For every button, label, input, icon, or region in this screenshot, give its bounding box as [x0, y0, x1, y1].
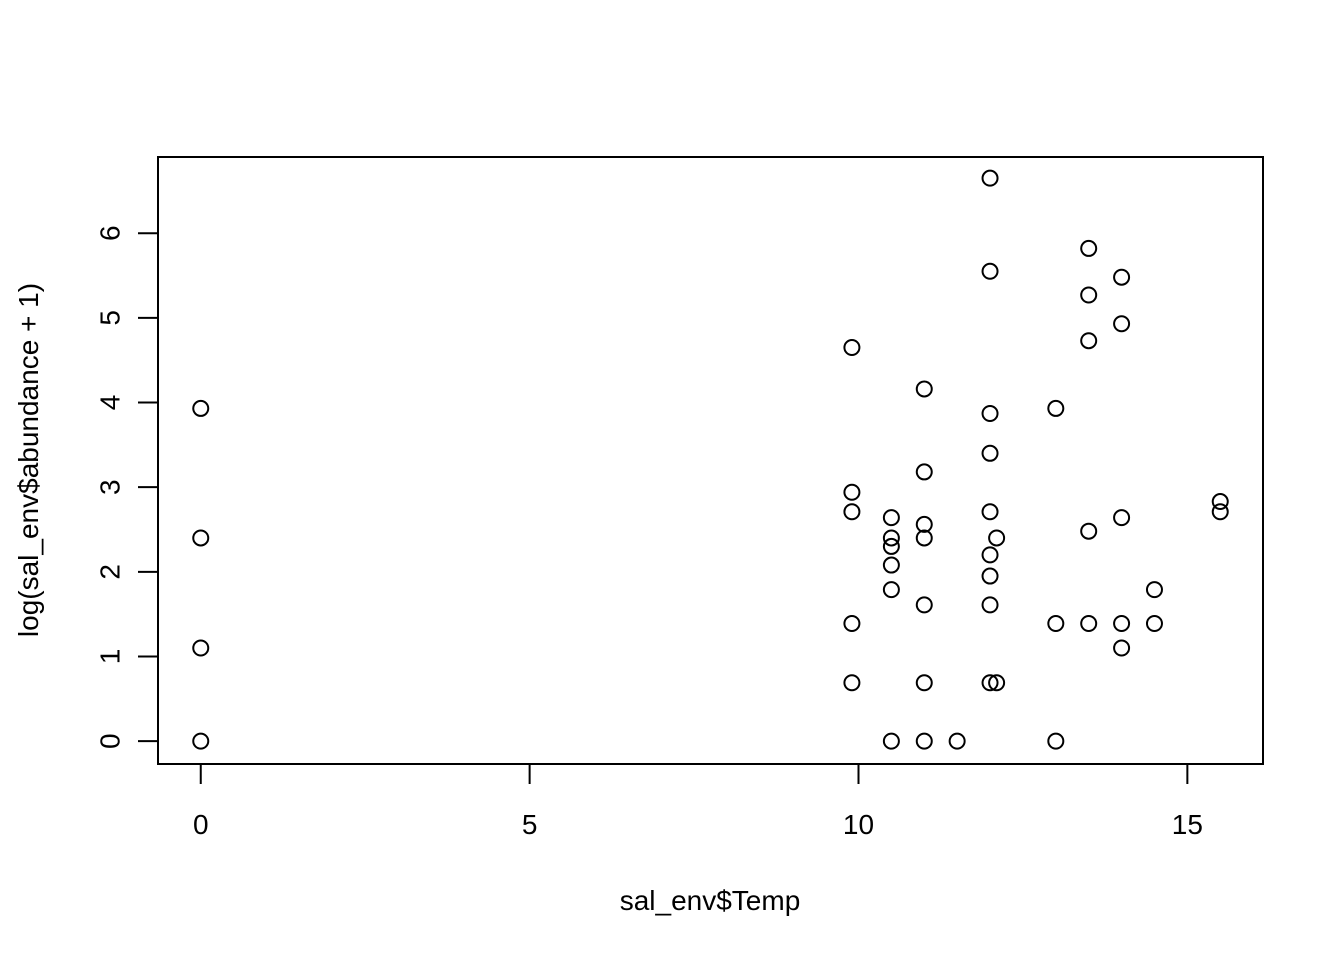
y-tick-label: 4 [95, 395, 126, 411]
data-point [915, 463, 933, 481]
data-point [1080, 522, 1098, 540]
data-point [915, 515, 933, 533]
data-point [882, 556, 900, 574]
data-point [1047, 614, 1065, 632]
data-point [1080, 286, 1098, 304]
y-tick-label: 5 [95, 310, 126, 326]
data-point [981, 567, 999, 585]
data-point [948, 732, 966, 750]
y-axis-label: log(sal_env$abundance + 1) [13, 283, 44, 637]
data-points [192, 169, 1229, 750]
y-axis: 0 1 2 3 4 5 6 [95, 225, 159, 749]
data-point [915, 380, 933, 398]
y-tick-label: 0 [95, 733, 126, 749]
data-point [981, 444, 999, 462]
x-tick-label: 5 [522, 809, 538, 840]
data-point [981, 546, 999, 564]
data-point [1080, 614, 1098, 632]
x-tick-label: 0 [193, 809, 209, 840]
data-point [981, 674, 999, 692]
data-point [1145, 614, 1163, 632]
data-point [1211, 493, 1229, 511]
data-point [915, 596, 933, 614]
data-point [843, 503, 861, 521]
data-point [843, 338, 861, 356]
y-tick-label: 6 [95, 225, 126, 241]
y-tick-label: 1 [95, 649, 126, 665]
data-point [882, 509, 900, 527]
data-point [843, 674, 861, 692]
data-point [1113, 639, 1131, 657]
data-point [1211, 503, 1229, 521]
data-point [1080, 239, 1098, 257]
plot-frame [157, 156, 1264, 765]
data-point [843, 483, 861, 501]
x-tick-label: 10 [843, 809, 874, 840]
data-point [192, 639, 210, 657]
data-point [1047, 732, 1065, 750]
data-point [981, 596, 999, 614]
data-point [915, 674, 933, 692]
data-point [882, 537, 900, 555]
data-point [882, 581, 900, 599]
y-tick-label: 2 [95, 564, 126, 580]
data-point [915, 732, 933, 750]
data-point [981, 262, 999, 280]
data-point [988, 529, 1006, 547]
data-point [1113, 614, 1131, 632]
data-point [981, 405, 999, 423]
data-point [988, 674, 1006, 692]
data-point [981, 503, 999, 521]
data-point [882, 529, 900, 547]
data-point [1145, 581, 1163, 599]
data-point [1080, 332, 1098, 350]
data-point [1113, 315, 1131, 333]
data-point [1047, 399, 1065, 417]
x-tick-label: 15 [1172, 809, 1203, 840]
data-point [915, 529, 933, 547]
data-point [843, 614, 861, 632]
data-point [192, 399, 210, 417]
data-point [192, 732, 210, 750]
y-tick-label: 3 [95, 479, 126, 495]
data-point [1113, 509, 1131, 527]
x-axis-label: sal_env$Temp [620, 885, 801, 916]
data-point [882, 732, 900, 750]
x-axis: 0 5 10 15 [193, 763, 1203, 840]
data-point [981, 169, 999, 187]
data-point [192, 529, 210, 547]
data-point [1113, 268, 1131, 286]
